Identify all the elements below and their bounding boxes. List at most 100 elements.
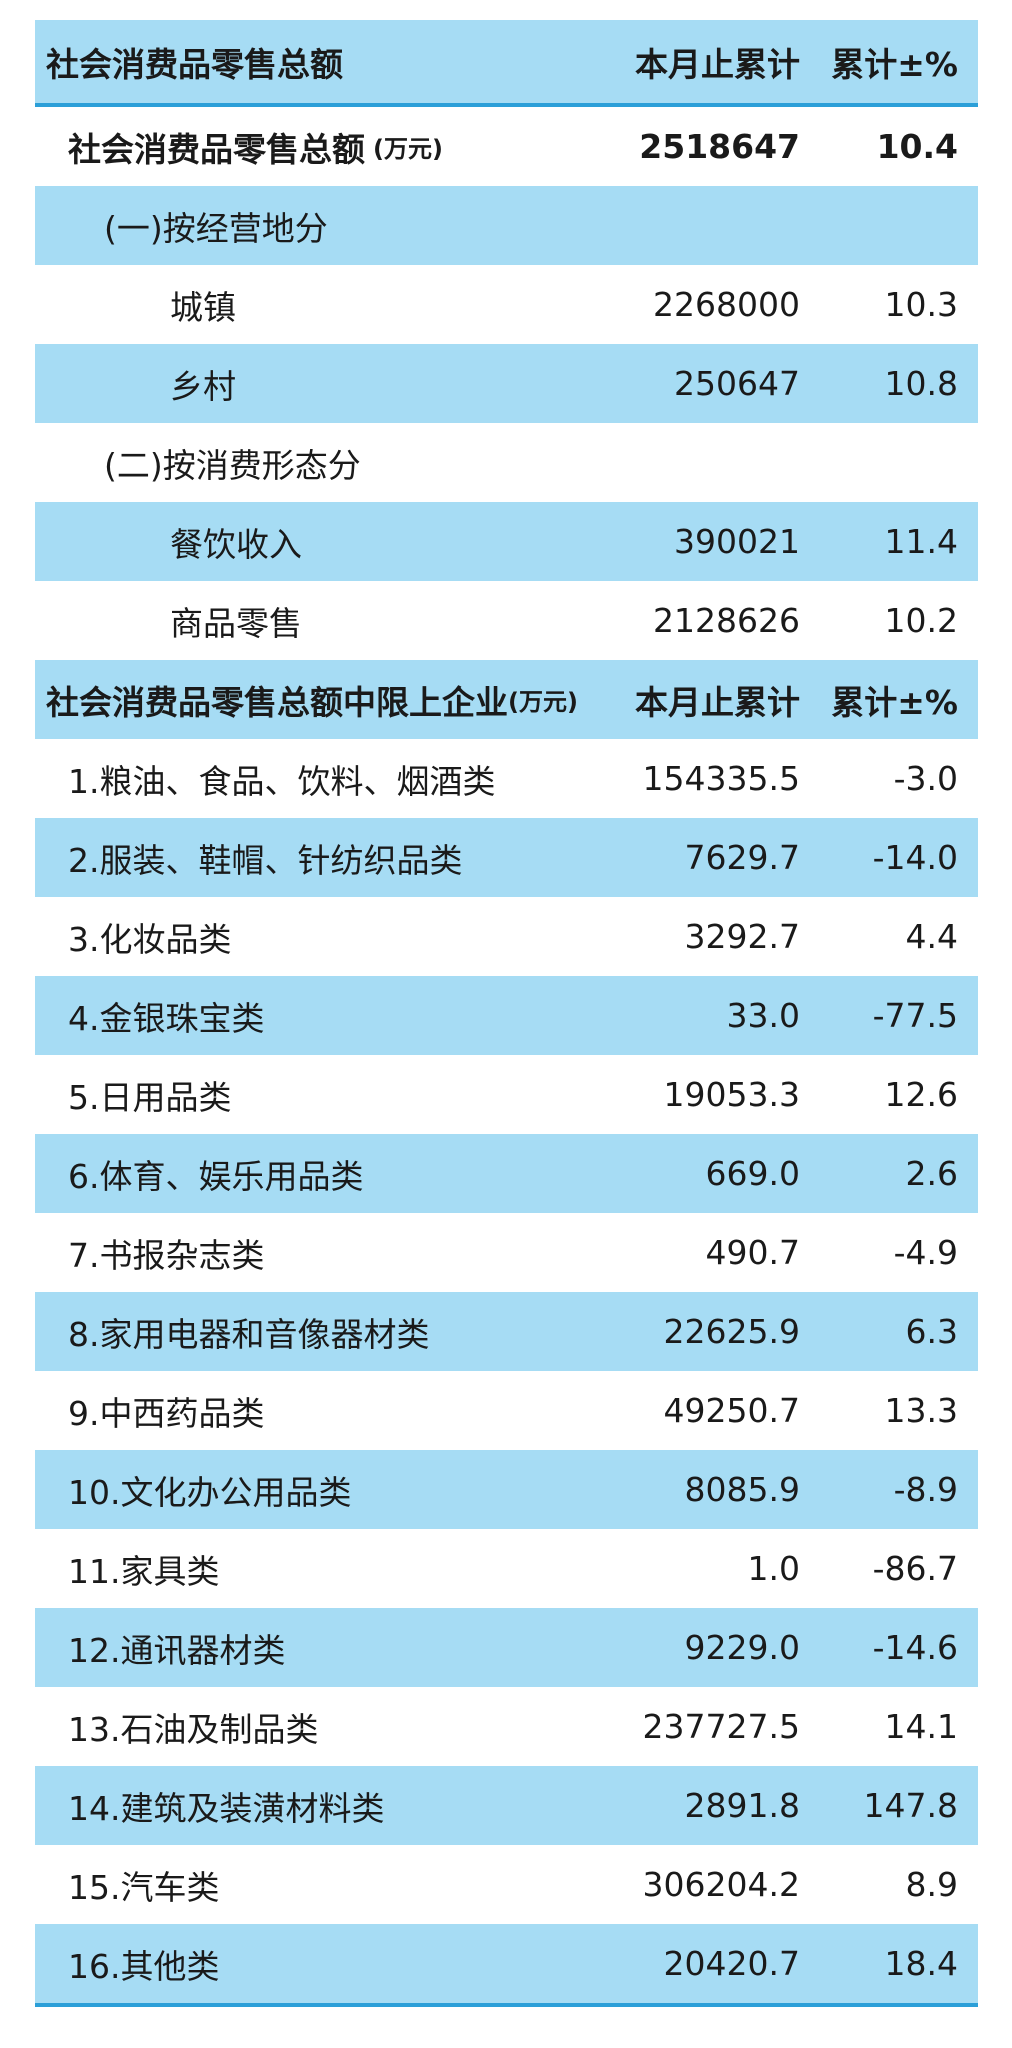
row-value: 8085.9 [685,1450,800,1529]
row-change: 18.4 [885,1924,958,2003]
total-row: 社会消费品零售总额 (万元) 2518647 10.4 [35,107,978,186]
total-value-text: 2518647 [639,127,800,166]
row-value-text: 2128626 [653,601,800,640]
row-change: 2.6 [906,1134,958,1213]
row-change: 12.6 [885,1055,958,1134]
row-label-text: 13.石油及制品类 [68,1709,319,1749]
row-change: 147.8 [864,1766,958,1845]
data-row: 4.金银珠宝类 33.0 -77.5 [35,976,978,1055]
row-change: 11.4 [885,502,958,581]
row-label: 2.服装、鞋帽、针纺织品类 [68,818,463,897]
row-change: -86.7 [873,1529,958,1608]
row-label: 城镇 [170,265,236,344]
row-value-text: 390021 [674,522,800,561]
row-change-text: 10.8 [884,364,958,403]
header-label: 社会消费品零售总额 [46,20,343,103]
row-value: 2891.8 [685,1766,800,1845]
row-change-text: 13.3 [884,1391,958,1430]
row-label-text: 3.化妆品类 [68,919,232,959]
group-row: (二)按消费形态分 [35,423,978,502]
row-label: 10.文化办公用品类 [68,1450,351,1529]
data-row: 16.其他类 20420.7 18.4 [35,1924,978,2003]
row-label-text: 1.粮油、食品、饮料、烟酒类 [68,761,496,801]
group-title-text: (二)按消费形态分 [104,445,361,485]
row-value-text: 9229.0 [684,1628,800,1667]
row-value-text: 2891.8 [684,1786,800,1825]
section-change: 累计±% [831,660,958,739]
row-change-text: 6.3 [905,1312,958,1351]
row-value: 2128626 [653,581,800,660]
group-title: (一)按经营地分 [104,186,328,265]
row-change-text: 10.2 [884,601,958,640]
row-label-text: 12.通讯器材类 [68,1630,286,1670]
row-change: -14.0 [873,818,958,897]
row-value: 22625.9 [664,1292,800,1371]
row-value: 9229.0 [685,1608,800,1687]
row-label: 1.粮油、食品、饮料、烟酒类 [68,739,496,818]
row-value-text: 1.0 [747,1549,800,1588]
row-label: 乡村 [170,344,236,423]
row-label-text: 15.汽车类 [68,1867,220,1907]
row-change: 10.2 [885,581,958,660]
row-value-text: 20420.7 [663,1944,800,1983]
total-change: 10.4 [877,107,958,186]
row-change-text: -14.0 [872,838,958,877]
row-value: 237727.5 [643,1687,800,1766]
row-value-text: 250647 [674,364,800,403]
unit: (万元) [373,135,443,163]
row-value: 306204.2 [643,1845,800,1924]
row-label-text: 9.中西药品类 [68,1393,265,1433]
row-label: 5.日用品类 [68,1055,232,1134]
unit: (万元) [508,688,578,716]
row-change-text: -14.6 [872,1628,958,1667]
row-label-text: 8.家用电器和音像器材类 [68,1314,430,1354]
row-label-text: 城镇 [170,287,236,327]
total-value: 2518647 [639,107,800,186]
row-change-text: 12.6 [884,1075,958,1114]
row-value-text: 19053.3 [663,1075,800,1114]
row-label-text: 11.家具类 [68,1551,220,1591]
row-value-text: 49250.7 [663,1391,800,1430]
section-change-text: 累计±% [831,682,958,722]
row-value-text: 2268000 [653,285,800,324]
row-label-text: 14.建筑及装潢材料类 [68,1788,385,1828]
row-change: 10.8 [885,344,958,423]
row-change: -77.5 [873,976,958,1055]
section-value: 本月止累计 [635,660,800,739]
row-label-text: 6.体育、娱乐用品类 [68,1156,364,1196]
row-label: 商品零售 [170,581,302,660]
row-change-text: 2.6 [905,1154,958,1193]
row-change-text: 14.1 [884,1707,958,1746]
data-row: 5.日用品类 19053.3 12.6 [35,1055,978,1134]
data-row: 8.家用电器和音像器材类 22625.9 6.3 [35,1292,978,1371]
section-label-text: 社会消费品零售总额中限上企业 [46,682,508,722]
row-label: 9.中西药品类 [68,1371,265,1450]
row-change: 4.4 [906,897,958,976]
row-label: 6.体育、娱乐用品类 [68,1134,364,1213]
data-row: 3.化妆品类 3292.7 4.4 [35,897,978,976]
header-label-text: 社会消费品零售总额 [46,44,343,84]
section-label: 社会消费品零售总额中限上企业 (万元) [46,660,578,739]
data-row: 商品零售 2128626 10.2 [35,581,978,660]
row-label: 14.建筑及装潢材料类 [68,1766,384,1845]
data-row: 13.石油及制品类 237727.5 14.1 [35,1687,978,1766]
row-change-text: 147.8 [863,1786,958,1825]
row-change-text: -4.9 [893,1233,958,1272]
row-label: 15.汽车类 [68,1845,219,1924]
row-change: 14.1 [885,1687,958,1766]
data-row: 14.建筑及装潢材料类 2891.8 147.8 [35,1766,978,1845]
row-label-text: 10.文化办公用品类 [68,1472,352,1512]
row-value: 7629.7 [685,818,800,897]
total-label-text: 社会消费品零售总额 [68,129,365,169]
row-label-text: 7.书报杂志类 [68,1235,265,1275]
row-change: -14.6 [873,1608,958,1687]
row-value-text: 490.7 [705,1233,800,1272]
row-value: 390021 [674,502,800,581]
row-value: 20420.7 [664,1924,800,2003]
row-change-text: 11.4 [884,522,958,561]
row-value-text: 306204.2 [642,1865,800,1904]
row-value: 3292.7 [685,897,800,976]
row-label: 12.通讯器材类 [68,1608,285,1687]
row-label-text: 4.金银珠宝类 [68,998,265,1038]
